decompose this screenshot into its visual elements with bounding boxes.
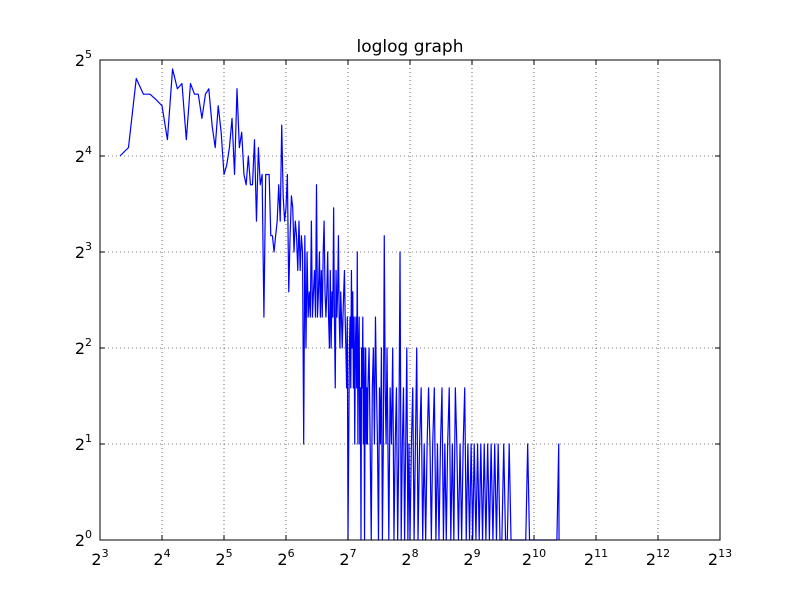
- y-tick-label: 25: [75, 48, 92, 70]
- x-tick-label: 23: [91, 547, 108, 569]
- y-tick-label: 20: [75, 528, 92, 550]
- x-tick-label: 25: [215, 547, 232, 569]
- x-tick-label: 210: [522, 547, 546, 569]
- x-tick-label: 213: [708, 547, 732, 569]
- series-line: [119, 68, 560, 541]
- x-tick-label: 212: [646, 547, 670, 569]
- y-tick-label: 21: [75, 432, 92, 454]
- x-tick-label: 24: [153, 547, 170, 569]
- y-tick-label: 24: [75, 144, 92, 166]
- y-tick-label: 23: [75, 240, 92, 262]
- tick-marks: [99, 59, 721, 541]
- x-tick-label: 27: [339, 547, 356, 569]
- x-tick-label: 29: [463, 547, 480, 569]
- x-tick-labels: 23 24 25 26 27 28 29 210 211 212 213: [91, 547, 732, 569]
- x-tick-label: 28: [401, 547, 418, 569]
- y-tick-label: 22: [75, 336, 92, 358]
- y-tick-labels: 20 21 22 23 24 25: [75, 48, 92, 550]
- series-layer: [119, 68, 560, 541]
- chart-title: loglog graph: [357, 37, 464, 57]
- x-tick-label: 211: [584, 547, 608, 569]
- x-tick-label: 26: [277, 547, 294, 569]
